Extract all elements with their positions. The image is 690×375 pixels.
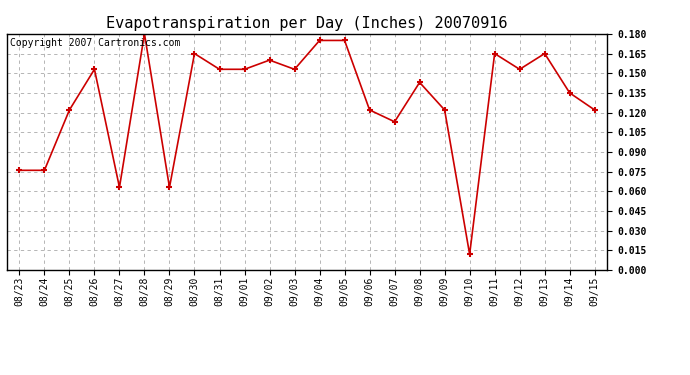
Text: Copyright 2007 Cartronics.com: Copyright 2007 Cartronics.com xyxy=(10,39,180,48)
Title: Evapotranspiration per Day (Inches) 20070916: Evapotranspiration per Day (Inches) 2007… xyxy=(106,16,508,31)
